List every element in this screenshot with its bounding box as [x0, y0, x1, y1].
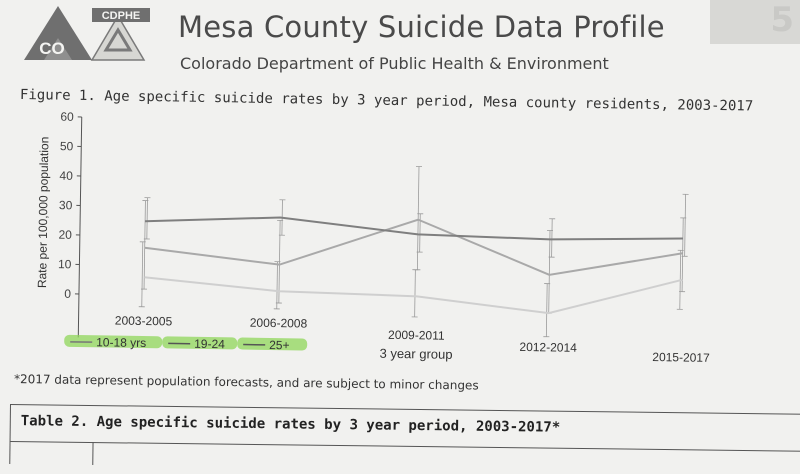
table-title: Table 2. Age specific suicide rates by 3… [21, 413, 561, 436]
chart-legend: 10-18 yrs 19-24 25+ [64, 335, 307, 353]
error-bar [417, 167, 419, 270]
series-line-19-24 [144, 215, 683, 277]
legend-label: 10-18 yrs [96, 335, 146, 350]
error-bar [546, 284, 547, 337]
series-line-25- [145, 215, 683, 241]
y-tick-label: 60 [60, 110, 74, 124]
error-bar [415, 270, 416, 317]
error-bar [685, 194, 686, 256]
table-2: Table 2. Age specific suicide rates by 3… [9, 404, 800, 474]
table-header-rule [11, 441, 800, 452]
y-axis-title: Rate per 100,000 population [35, 137, 51, 289]
y-tick-label: 30 [59, 198, 73, 212]
y-tick-label: 0 [64, 287, 71, 301]
legend-label: 19-24 [194, 337, 225, 351]
error-bar [147, 198, 148, 239]
x-axis-title: 3 year group [379, 346, 452, 362]
series-line-10-18-yrs [144, 271, 682, 315]
y-tick-label: 10 [58, 257, 72, 271]
y-axis-line [78, 117, 81, 337]
error-bar [277, 262, 278, 309]
y-tick-label: 20 [58, 228, 72, 242]
x-tick-label: 2006-2008 [250, 316, 308, 331]
y-tick-label: 50 [60, 139, 74, 153]
x-tick-label: 2003-2005 [115, 314, 173, 329]
error-bar [144, 201, 145, 289]
error-bar [552, 219, 553, 257]
x-tick-label: 2012-2014 [519, 340, 577, 355]
legend-label: 25+ [269, 338, 290, 352]
y-tick-label: 40 [59, 169, 73, 183]
error-bar [549, 231, 550, 314]
x-tick-label: 2015-2017 [652, 350, 710, 365]
x-tick-label: 2009-2011 [388, 328, 445, 343]
error-bar [142, 242, 143, 307]
table-column-divider [92, 442, 93, 465]
